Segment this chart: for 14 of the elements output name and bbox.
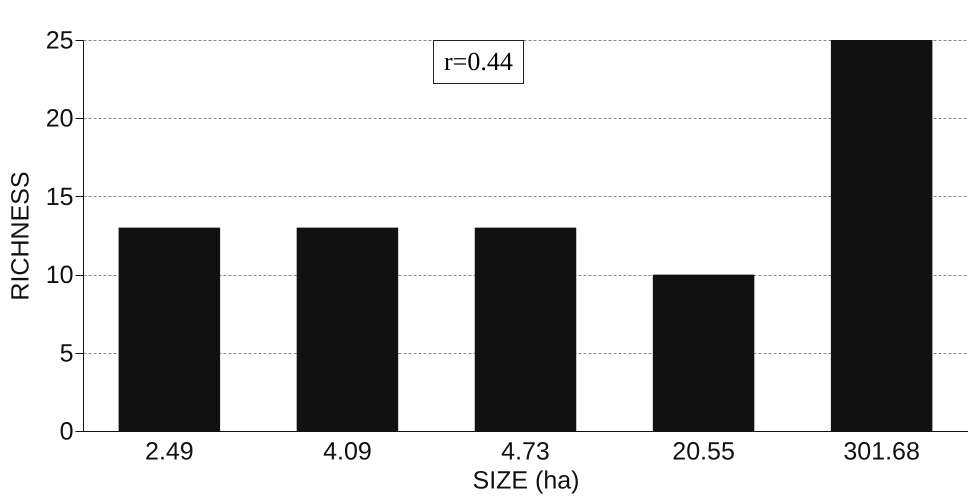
annotation: r=0.44 — [433, 40, 524, 84]
x-tick-label: 20.55 — [672, 438, 735, 466]
y-tick-label: 10 — [46, 261, 74, 290]
x-axis-title: SIZE (ha) — [472, 466, 580, 494]
y-tick-label: 25 — [46, 26, 74, 54]
x-tick-label: 4.09 — [323, 438, 372, 466]
y-axis-title: RICHNESS — [6, 171, 35, 301]
x-tick-label: 2.49 — [145, 438, 194, 466]
x-tick-label: 301.68 — [843, 438, 920, 466]
x-tick-label: 4.73 — [501, 438, 550, 466]
y-tick-label: 0 — [60, 418, 74, 446]
y-tick-label: 15 — [46, 182, 74, 211]
y-tick-label: 20 — [46, 104, 74, 133]
y-tick-label: 5 — [60, 339, 74, 368]
